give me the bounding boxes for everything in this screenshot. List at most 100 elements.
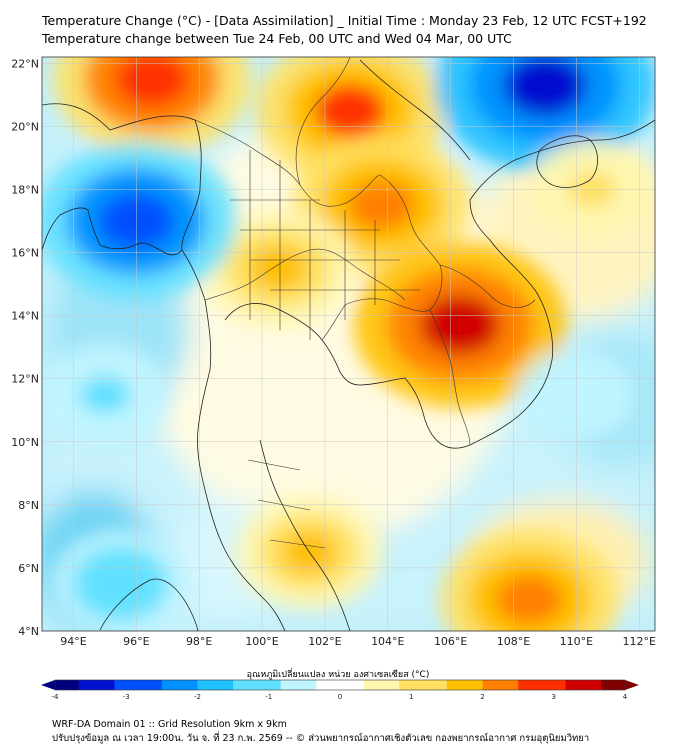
colorbar-segment [423,680,436,690]
lon-tick-label: 102°E [308,635,341,648]
lon-tick-label: 96°E [123,635,149,648]
colorbar-tick-label: -1 [265,693,272,700]
colorbar-segment [553,680,567,690]
colorbar-segment [102,680,115,690]
graticule [42,57,655,631]
colorbar-segment [411,680,424,690]
anomaly-warm-northwest-core [115,57,189,107]
colorbar-segment [589,680,602,690]
lon-tick-label: 106°E [434,635,467,648]
colorbar-segment [245,680,258,690]
colorbar-segment [304,680,317,690]
colorbar-tick-label: 0 [338,693,342,700]
colorbar-segment [351,680,365,690]
lat-tick-label: 16°N [11,247,39,260]
anomaly-blobs [42,57,655,631]
footer-model-info: WRF-DA Domain 01 :: Grid Resolution 9km … [52,719,287,730]
latitude-tick-labels: 22°N 20°N 18°N 16°N 14°N 12°N 10°N 8°N 6°N 4°N [11,57,39,638]
anomaly-cold-west-core [80,375,130,414]
colorbar-segment [268,680,282,690]
lon-tick-label: 100°E [245,635,278,648]
lat-tick-label: 10°N [11,436,39,449]
lat-tick-label: 18°N [11,183,39,196]
colorbar-tick-label: -4 [52,693,60,700]
colorbar-segment [66,680,80,690]
colorbar-segment [446,680,460,690]
lat-tick-label: 8°N [18,499,39,512]
colorbar-tick-label: 3 [552,693,556,700]
colorbar-segment [197,680,210,690]
anomaly-cold-sw-core [94,564,147,604]
colorbar-segment [221,680,234,690]
colorbar-segment [375,680,388,690]
colorbar-segment [328,680,341,690]
footer-credit: ปรับปรุงข้อมูล ณ เวลา 19:00น. วัน จ. ที่… [52,733,590,744]
colorbar-segment [363,680,377,690]
colorbar-tick-label: 2 [480,693,484,700]
chart-subtitle: Temperature change between Tue 24 Feb, 0… [42,31,512,46]
colorbar-segment [613,680,626,690]
coastlines [42,59,655,631]
lon-tick-label: 110°E [560,635,593,648]
lon-tick-label: 112°E [623,635,656,648]
colorbar-segment [458,680,472,690]
footer: WRF-DA Domain 01 :: Grid Resolution 9km … [52,718,589,746]
colorbar-segment [114,680,127,690]
colorbar-tick-label: 1 [409,693,413,700]
colorbar-segment [209,680,222,690]
colorbar-segment [280,680,293,690]
lat-tick-label: 22°N [11,57,39,70]
colorbar-tick-label: -3 [123,693,130,700]
colorbar-segment [530,680,543,690]
lat-tick-label: 12°N [11,373,39,386]
colorbar [41,679,639,691]
colorbar-segment [565,680,578,690]
colorbar-extend-min [41,680,55,690]
lat-tick-label: 4°N [18,625,39,638]
anomaly-cold-gulf-of-tonkin-core [503,57,587,117]
lat-tick-label: 6°N [18,562,39,575]
colorbar-segment [150,680,163,690]
colorbar-segment [256,680,270,690]
colorbar-segment [78,680,92,690]
lon-tick-label: 108°E [497,635,530,648]
colorbar-segment [506,680,519,690]
colorbar-segment [316,680,329,690]
colorbar-segment [292,680,305,690]
colorbar-extend-max [625,680,639,690]
colorbar-segment [494,680,507,690]
colorbar-segment [541,680,555,690]
anomaly-warm-north-laos-core [314,83,386,138]
anomaly-warm-central-thailand-core [248,246,307,291]
lat-tick-label: 20°N [11,120,39,133]
temperature-change-map: 94°E 96°E 98°E 100°E 102°E 104°E 106°E 108°E 110… [11,56,656,700]
colorbar-segment [55,680,68,690]
colorbar-segment [340,680,353,690]
colorbar-segment [126,680,139,690]
colorbar-segment [90,680,103,690]
chart-title: Temperature Change (°C) - [Data Assimila… [42,13,647,28]
colorbar-label: อุณหภูมิเปลี่ยนแปลง หน่วย องศาเซลเซียส (… [246,670,430,680]
longitude-tick-labels: 94°E 96°E 98°E 100°E 102°E 104°E 106°E 108°E 110… [60,635,656,648]
map-plot-area [42,57,655,631]
title-block: Temperature Change (°C) - [Data Assimila… [42,12,647,48]
lon-tick-label: 104°E [371,635,404,648]
colorbar-segment [470,680,483,690]
lon-tick-label: 98°E [186,635,212,648]
lon-tick-label: 94°E [60,635,86,648]
colorbar-frame [54,679,626,691]
colorbar-segment [601,680,614,690]
colorbar-segment [173,680,187,690]
colorbar-segment [233,680,246,690]
colorbar-segment [387,680,400,690]
colorbar-tick-labels: -4 -3 -2 -1 0 1 2 3 4 [52,693,628,700]
plot-frame [41,56,656,632]
colorbar-segment [138,680,151,690]
colorbar-segment [577,680,590,690]
lat-tick-label: 14°N [11,310,39,323]
borders [194,57,536,549]
colorbar-segment [185,680,198,690]
colorbar-segment [482,680,495,690]
anomaly-warm-cambodia-core [420,295,500,355]
colorbar-segment [399,680,412,690]
